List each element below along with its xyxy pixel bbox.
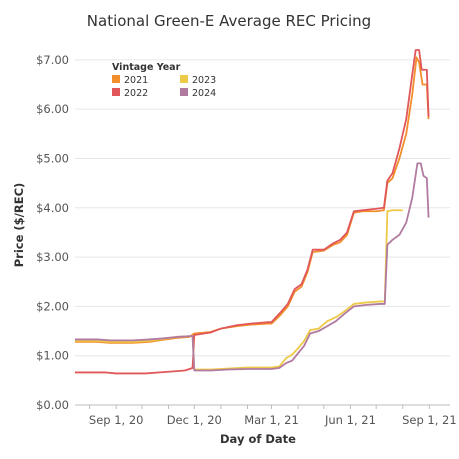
y-tick-label: $1.00 (36, 349, 69, 363)
legend-swatch-2023 (180, 75, 188, 83)
series-lines (75, 49, 430, 375)
series-line-2024 (75, 162, 430, 372)
y-tick-label: $6.00 (36, 102, 69, 116)
legend: Vintage Year 2021 2023 2022 2024 (112, 62, 216, 99)
y-tick-label: $2.00 (36, 299, 69, 313)
legend-swatch-2022 (112, 88, 120, 96)
grid-lines (75, 59, 450, 406)
legend-label-2021: 2021 (124, 75, 148, 86)
x-tick-label: Jun 1, 21 (324, 413, 376, 427)
legend-label-2022: 2022 (124, 88, 148, 99)
y-axis-ticks: $0.00 $1.00 $2.00 $3.00 $4.00 $5.00 $6.00 $7.00 (36, 53, 69, 412)
legend-title: Vintage Year (112, 62, 181, 73)
x-axis-ticks: Sep 1, 20 Dec 1, 20 Mar 1, 21 Jun 1, 21 Sep … (75, 404, 457, 427)
legend-swatch-2024 (180, 88, 188, 96)
x-axis-label: Day of Date (220, 432, 296, 446)
chart-title: National Green-E Average REC Pricing (87, 12, 371, 30)
x-tick-label: Dec 1, 20 (167, 413, 222, 427)
y-tick-label: $7.00 (36, 53, 69, 67)
x-tick-label: Mar 1, 21 (244, 413, 299, 427)
series-line-2023 (75, 209, 403, 371)
legend-label-2024: 2024 (192, 88, 216, 99)
y-tick-label: $0.00 (36, 398, 69, 412)
y-axis-label: Price ($/REC) (12, 183, 26, 268)
x-tick-label: Sep 1, 20 (89, 413, 144, 427)
y-tick-label: $4.00 (36, 201, 69, 215)
y-tick-label: $5.00 (36, 151, 69, 165)
series-line-2021 (75, 56, 430, 344)
x-tick-label: Sep 1, 21 (402, 413, 457, 427)
series-line-2022 (75, 49, 430, 375)
legend-label-2023: 2023 (192, 75, 216, 86)
y-tick-label: $3.00 (36, 250, 69, 264)
legend-swatch-2021 (112, 75, 120, 83)
